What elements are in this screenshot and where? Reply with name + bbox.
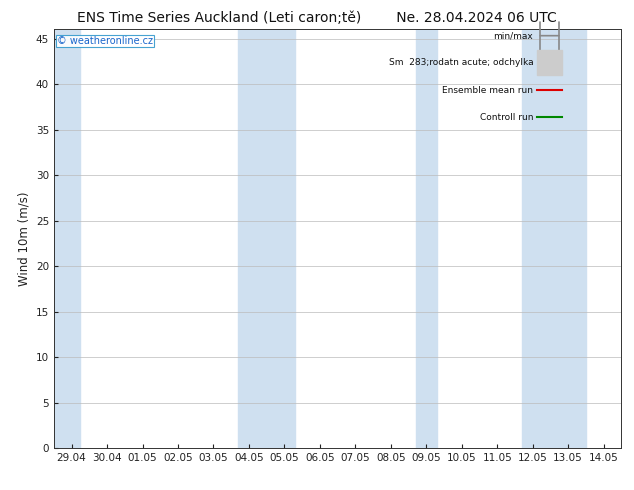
Bar [522,29,586,448]
Point [100,438,107,444]
Text: Controll run: Controll run [480,113,533,122]
Text: Sm  283;rodatn acute; odchylka: Sm 283;rodatn acute; odchylka [389,58,533,68]
Bar [54,29,81,448]
Bar [238,29,295,448]
Point [100,438,107,443]
Text: ENS Time Series Auckland (Leti caron;tě)        Ne. 28.04.2024 06 UTC: ENS Time Series Auckland (Leti caron;tě)… [77,11,557,25]
Text: © weatheronline.cz: © weatheronline.cz [56,36,153,46]
Point [98,438,106,444]
Text: Ensemble mean run: Ensemble mean run [443,86,533,95]
Point [98,438,106,443]
Text: min/max: min/max [494,31,533,40]
FancyBboxPatch shape [538,50,562,75]
Bar [416,29,437,448]
Y-axis label: Wind 10m (m/s): Wind 10m (m/s) [17,192,30,286]
